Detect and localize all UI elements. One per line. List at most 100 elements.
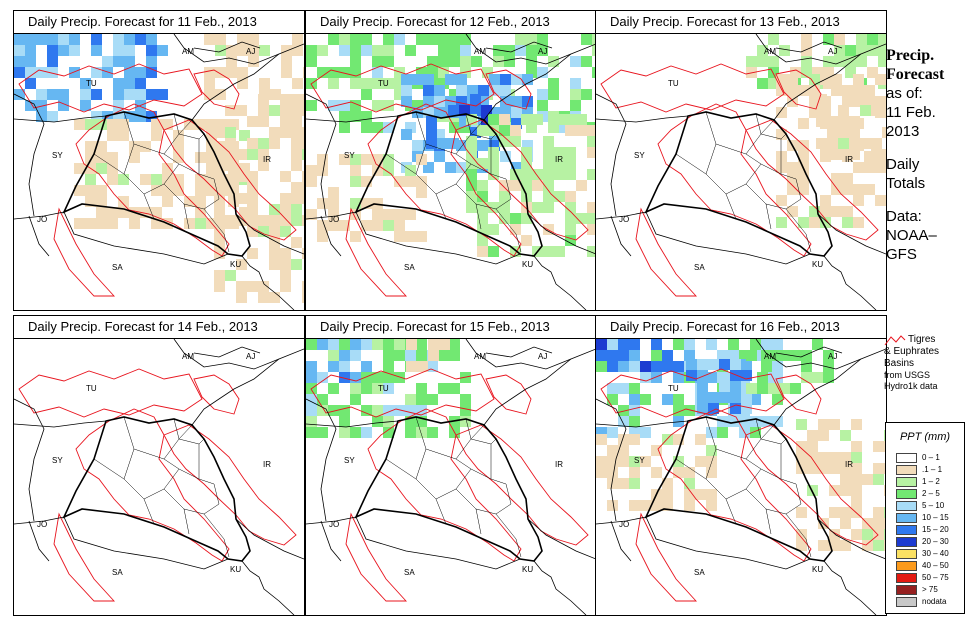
- precip-cell: [383, 165, 394, 176]
- precip-cell: [706, 339, 717, 350]
- precip-cell: [776, 195, 787, 206]
- ppt-legend-label: 1 – 2: [922, 477, 940, 486]
- precip-cell: [772, 361, 783, 372]
- admin-boundary: [14, 398, 45, 522]
- admin-boundary: [93, 458, 125, 480]
- precip-cell: [339, 122, 350, 133]
- precip-cell: [302, 138, 304, 149]
- precip-cell: [728, 339, 739, 350]
- precip-cell: [875, 195, 886, 206]
- precip-cell: [383, 78, 394, 89]
- precip-cell: [565, 235, 576, 246]
- precip-cell: [405, 350, 416, 361]
- precip-cell: [543, 158, 554, 169]
- precip-cell: [471, 56, 482, 67]
- precip-cell: [706, 372, 717, 383]
- country-label: SY: [344, 151, 355, 160]
- country-label: TU: [86, 79, 97, 88]
- precip-cell: [214, 171, 225, 182]
- precip-cell: [416, 383, 427, 394]
- precip-cell: [500, 85, 511, 96]
- precip-cell: [864, 151, 875, 162]
- precip-cell: [849, 138, 860, 149]
- precip-cell: [96, 163, 107, 174]
- precip-cell: [500, 151, 511, 162]
- precip-cell: [401, 74, 412, 85]
- precip-cell: [834, 45, 845, 56]
- precip-cell: [684, 339, 695, 350]
- precip-cell: [695, 489, 706, 500]
- precip-cell: [339, 372, 350, 383]
- precip-cell: [543, 147, 554, 158]
- precip-cell: [853, 195, 864, 206]
- precip-cell: [708, 359, 719, 370]
- country-label: JO: [619, 215, 629, 224]
- precip-cell: [818, 452, 829, 463]
- precip-cell: [383, 427, 394, 438]
- precip-cell: [195, 174, 206, 185]
- precip-cell: [521, 235, 532, 246]
- precip-cell: [460, 45, 471, 56]
- admin-boundary: [817, 213, 886, 255]
- basin-boundary: [657, 103, 812, 257]
- admin-boundary: [725, 498, 737, 525]
- precip-cell: [328, 361, 339, 372]
- precip-cell: [427, 56, 438, 67]
- country-label: JO: [329, 520, 339, 529]
- precip-cell: [214, 149, 225, 160]
- precip-cell: [823, 372, 834, 383]
- precip-cell: [741, 359, 752, 370]
- precip-cell: [629, 478, 640, 489]
- precip-cell: [570, 89, 581, 100]
- ppt-legend-label: 5 – 10: [922, 501, 945, 510]
- map-canvas: AM AJ TU SY IR JO SA KU: [596, 339, 886, 615]
- precip-cell: [339, 111, 350, 122]
- country-label: SY: [52, 151, 63, 160]
- precip-cell: [151, 174, 162, 185]
- precip-cell: [247, 248, 258, 259]
- precip-cell: [871, 138, 882, 149]
- precip-cell: [482, 67, 493, 78]
- precip-cell: [350, 394, 361, 405]
- precip-cell: [772, 416, 783, 427]
- precip-cell: [629, 500, 640, 511]
- precip-cell: [291, 215, 302, 226]
- precip-cell: [460, 394, 471, 405]
- ppt-legend-label: 10 – 15: [922, 513, 949, 522]
- precip-cell: [204, 67, 215, 78]
- basin-boundary: [657, 408, 812, 562]
- precip-cell: [214, 204, 225, 215]
- admin-boundary: [485, 346, 553, 358]
- precip-cell: [280, 281, 291, 292]
- precip-cell: [236, 292, 247, 303]
- basin-legend-line1: Tigres: [908, 334, 936, 345]
- admin-boundary: [355, 516, 521, 570]
- country-label: AJ: [246, 47, 255, 56]
- admin-boundary: [354, 416, 543, 562]
- precip-cell: [269, 105, 280, 116]
- precip-cell: [829, 529, 840, 540]
- precip-cell: [339, 67, 350, 78]
- ppt-legend-label: > 75: [922, 585, 938, 594]
- admin-boundary: [765, 508, 772, 535]
- country-label: AJ: [538, 47, 547, 56]
- precip-cell: [860, 94, 871, 105]
- precip-cell: [477, 224, 488, 235]
- precip-cell: [607, 427, 618, 438]
- precip-cell: [730, 392, 741, 403]
- precip-cell: [554, 169, 565, 180]
- precip-cell: [350, 176, 361, 187]
- precip-cell: [871, 105, 882, 116]
- precip-cell: [864, 85, 875, 96]
- precip-cell: [228, 196, 239, 207]
- precip-cell: [394, 209, 405, 220]
- map-canvas: AM AJ TU SY IR JO SA KU: [14, 339, 304, 615]
- precip-cell: [543, 169, 554, 180]
- precip-cell: [466, 158, 477, 169]
- precip-cell: [842, 85, 853, 96]
- precip-cell: [427, 361, 438, 372]
- admin-boundary: [173, 113, 205, 140]
- precip-cell: [25, 56, 36, 67]
- precip-cell: [521, 202, 532, 213]
- basin-boundary: [775, 69, 822, 110]
